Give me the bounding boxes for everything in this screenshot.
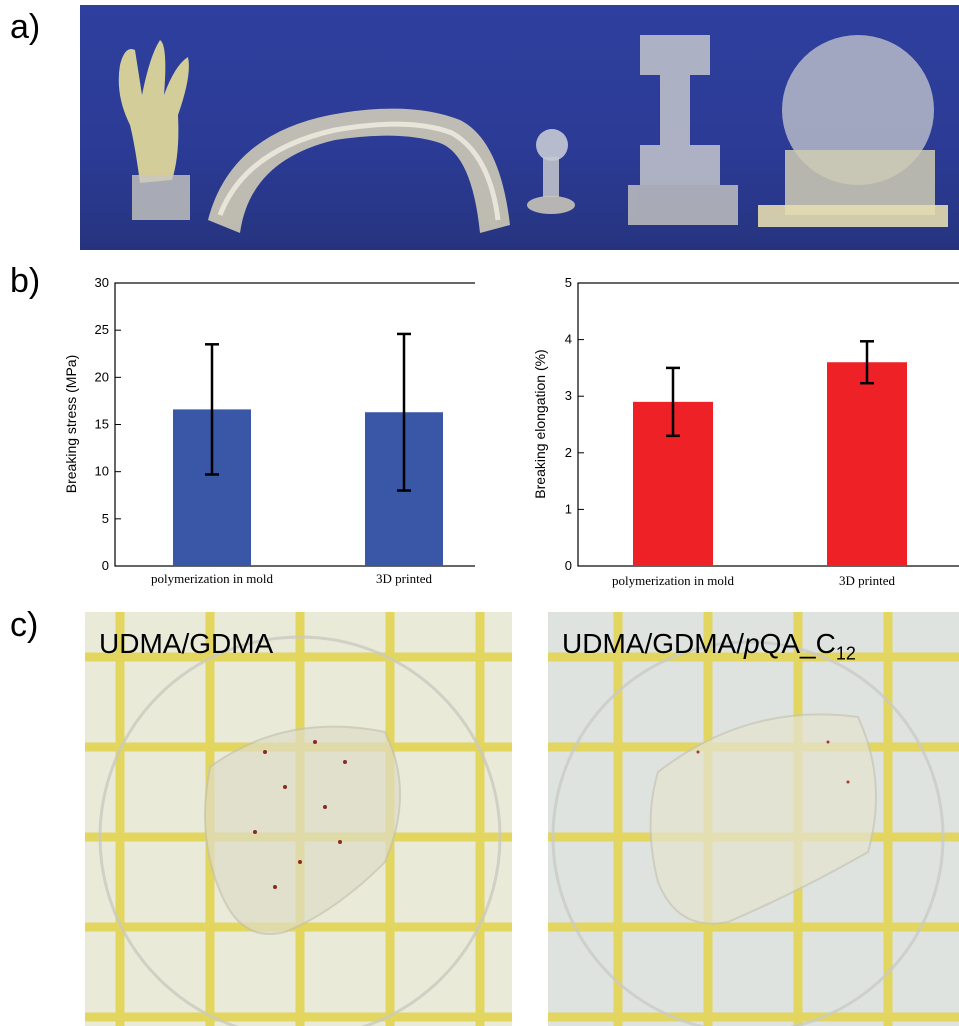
category-label: 3D printed — [839, 573, 895, 588]
y-tick-label: 3 — [565, 388, 572, 403]
caption-main: QA_C — [759, 628, 836, 659]
film-caption-left: UDMA/GDMA — [99, 628, 274, 659]
panel-label-b: b) — [10, 262, 41, 300]
film-illustration-right — [548, 612, 959, 1026]
category-label: polymerization in mold — [151, 571, 274, 586]
category-labels: polymerization in mold 3D printed — [612, 573, 896, 588]
y-tick-label: 25 — [95, 322, 109, 337]
category-labels: polymerization in mold 3D printed — [151, 571, 433, 586]
film-illustration-left — [85, 612, 512, 1026]
disc-specimen-model — [758, 35, 948, 227]
category-label: 3D printed — [376, 571, 432, 586]
y-axis-label: Breaking elongation (%) — [532, 349, 548, 498]
caption-subscript: 12 — [835, 643, 856, 664]
film-caption-right: UDMA/GDMA/pQA_C12 — [562, 628, 856, 665]
bar — [827, 362, 907, 566]
bar-series — [173, 332, 443, 566]
small-ball-model — [527, 129, 575, 214]
y-tick-label: 15 — [95, 417, 109, 432]
y-tick-label: 10 — [95, 464, 109, 479]
tensile-specimen-model — [628, 35, 738, 225]
panel-label-c: c) — [10, 606, 39, 644]
panel-label-a: a) — [10, 8, 41, 46]
bar-series — [633, 340, 907, 566]
y-tick-label: 1 — [565, 501, 572, 516]
breaking-stress-chart: 0 5 10 15 20 25 30 polymerization in mold 3D pr… — [63, 275, 475, 586]
plot-frame — [577, 282, 959, 567]
y-tick-label: 20 — [95, 369, 109, 384]
printed-objects-illustration — [118, 35, 948, 233]
y-tick-label: 30 — [95, 275, 109, 290]
y-axis-label: Breaking stress (MPa) — [63, 355, 79, 493]
caption-prefix: UDMA/GDMA/ — [562, 628, 744, 659]
printed-objects-photo — [80, 5, 959, 250]
y-tick-label: 0 — [565, 558, 572, 573]
dental-aligner-model — [208, 108, 510, 233]
y-axis-ticks: 0 1 2 3 4 5 — [565, 275, 584, 573]
y-tick-label: 0 — [102, 558, 109, 573]
tooth-model — [118, 40, 190, 220]
caption-italic: p — [744, 628, 760, 659]
y-tick-label: 5 — [565, 275, 572, 290]
y-tick-label: 4 — [565, 332, 572, 347]
udma-gdma-film-photo: UDMA/GDMA — [85, 612, 512, 1026]
y-tick-label: 5 — [102, 511, 109, 526]
y-axis-ticks: 0 5 10 15 20 25 30 — [95, 275, 121, 573]
y-tick-label: 2 — [565, 445, 572, 460]
category-label: polymerization in mold — [612, 573, 735, 588]
udma-gdma-pqa-film-photo: UDMA/GDMA/pQA_C12 — [548, 612, 959, 1026]
